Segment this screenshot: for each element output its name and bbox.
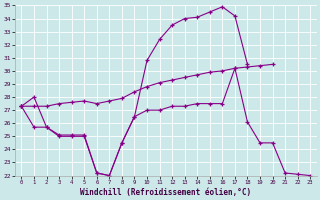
X-axis label: Windchill (Refroidissement éolien,°C): Windchill (Refroidissement éolien,°C) (80, 188, 252, 197)
